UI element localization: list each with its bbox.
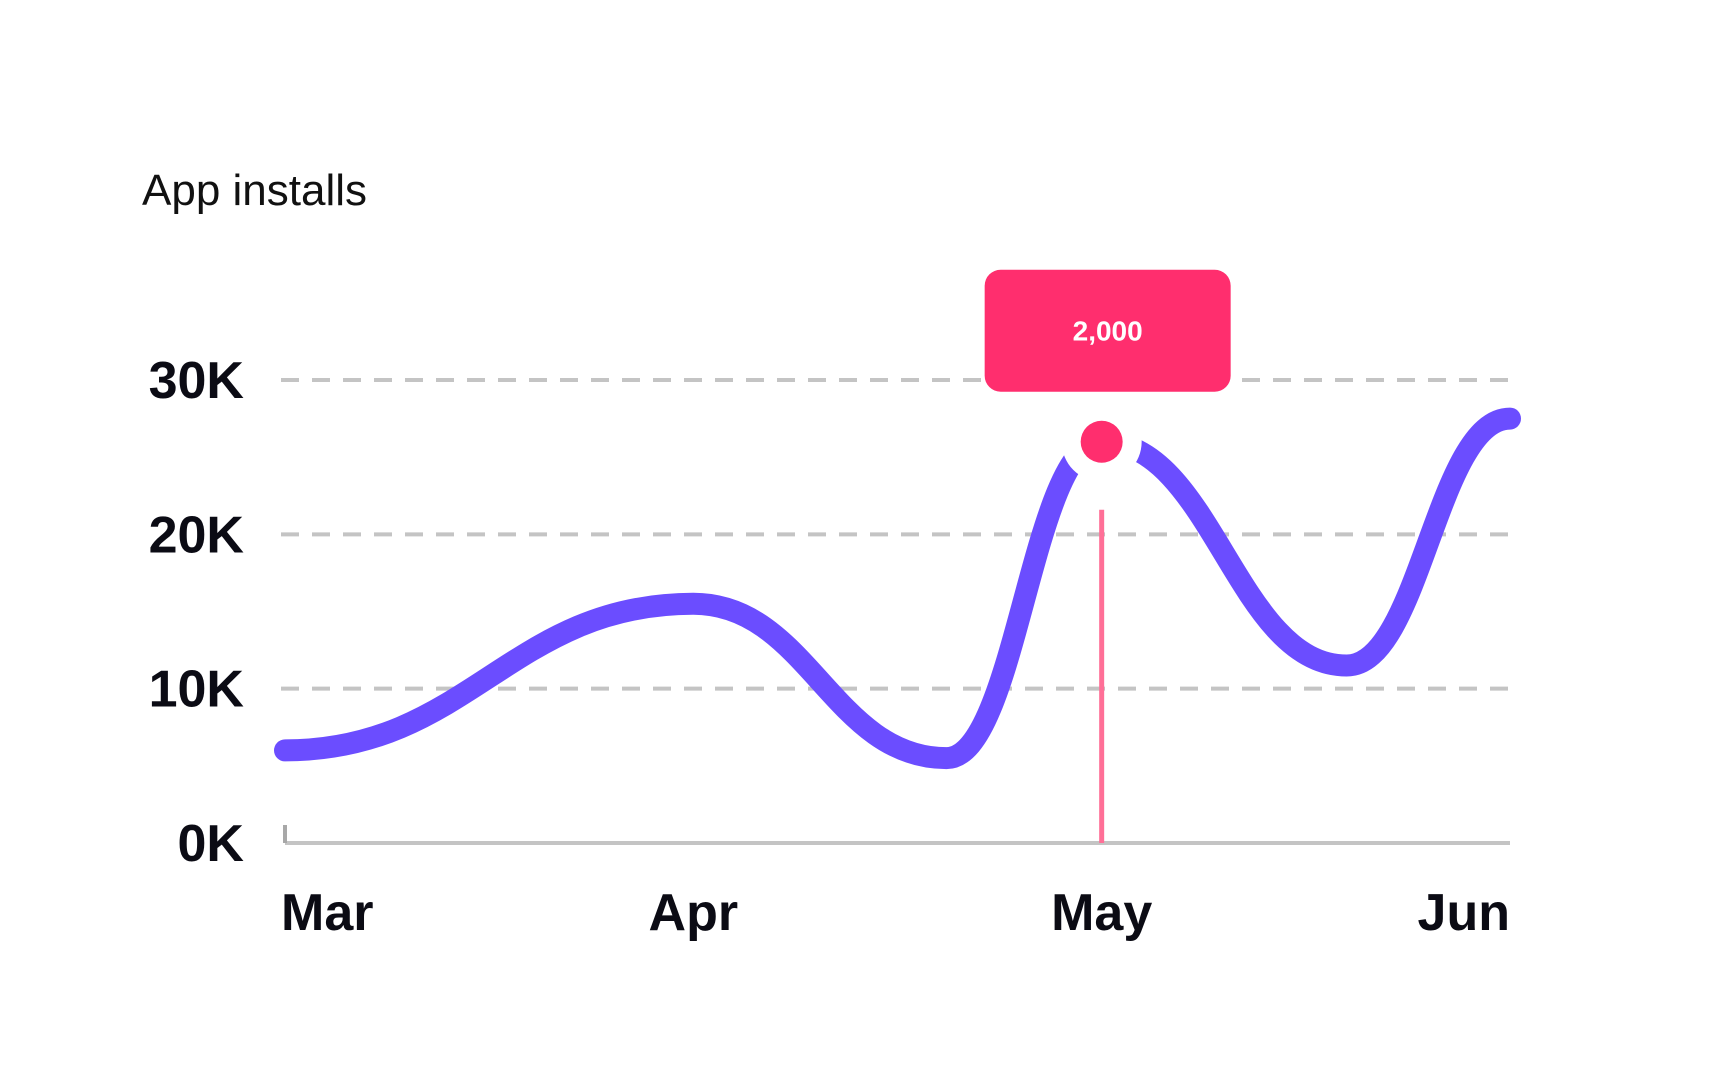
tooltip-box — [984, 269, 1231, 392]
x-tick-label: Mar — [281, 884, 373, 942]
y-tick-label: 10K — [149, 661, 245, 719]
x-tick-label: May — [1051, 884, 1152, 942]
y-tick-label: 20K — [149, 506, 245, 564]
highlight-point — [1080, 420, 1123, 463]
series-layer — [274, 407, 1521, 770]
x-tick-label: Jun — [1418, 884, 1510, 942]
highlight-layer[interactable]: 2,000 — [984, 269, 1231, 843]
axes — [283, 825, 1510, 845]
tooltip-value: 2,000 — [1073, 316, 1143, 347]
series-line — [274, 407, 1521, 770]
y-axis-ticks: 0K 10K 20K 30K — [149, 352, 245, 873]
chart-title: App installs — [142, 166, 367, 215]
grid-lines — [281, 378, 1510, 691]
x-tick-label: Apr — [649, 884, 739, 942]
y-tick-label: 30K — [149, 352, 245, 410]
x-axis-ticks: Mar Apr May Jun — [281, 884, 1510, 942]
y-tick-label: 0K — [178, 815, 245, 873]
